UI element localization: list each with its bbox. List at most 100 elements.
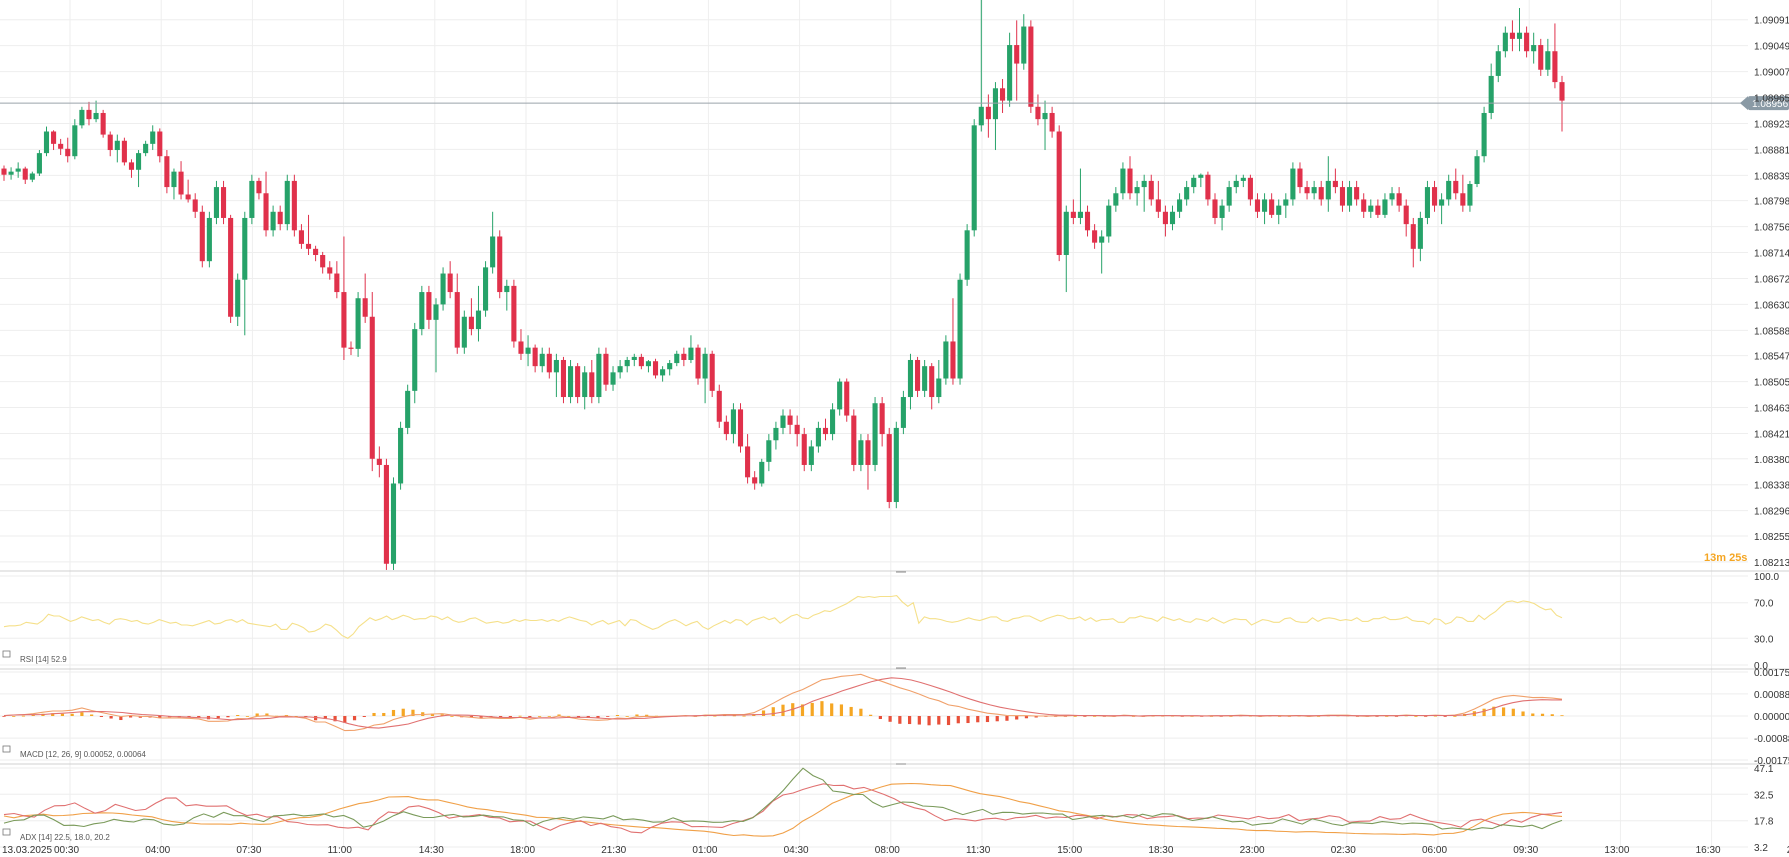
candle-body[interactable]: [922, 366, 928, 391]
candle-body[interactable]: [390, 483, 397, 564]
candle-body[interactable]: [341, 292, 347, 348]
candle-body[interactable]: [1120, 168, 1126, 194]
candle-body[interactable]: [192, 199, 198, 212]
candle-body[interactable]: [978, 106, 984, 126]
macd-pane[interactable]: [2, 673, 1564, 732]
candle-body[interactable]: [1339, 187, 1346, 206]
candle-body[interactable]: [1446, 180, 1452, 200]
candle-body[interactable]: [114, 140, 120, 151]
candle-body[interactable]: [525, 347, 531, 354]
candle-body[interactable]: [355, 298, 361, 349]
candle-body[interactable]: [454, 292, 460, 348]
candle-body[interactable]: [220, 187, 227, 218]
candle-body[interactable]: [992, 88, 999, 120]
candle-body[interactable]: [1361, 199, 1367, 212]
candle-body[interactable]: [695, 347, 701, 379]
candle-body[interactable]: [284, 180, 290, 225]
candle-body[interactable]: [1177, 199, 1183, 212]
candle-body[interactable]: [1247, 177, 1253, 200]
candle-body[interactable]: [808, 446, 814, 465]
candle-body[interactable]: [1502, 32, 1508, 52]
candle-body[interactable]: [1389, 193, 1395, 200]
candle-body[interactable]: [985, 106, 991, 120]
candle-body[interactable]: [270, 211, 276, 231]
candle-body[interactable]: [929, 366, 935, 398]
candle-body[interactable]: [745, 446, 751, 478]
candle-body[interactable]: [107, 134, 113, 151]
candle-body[interactable]: [298, 230, 304, 244]
candle-body[interactable]: [143, 143, 149, 154]
candle-body[interactable]: [1070, 211, 1076, 218]
candle-body[interactable]: [546, 353, 552, 373]
candle-body[interactable]: [766, 440, 772, 462]
candle-body[interactable]: [58, 143, 64, 149]
candle-body[interactable]: [291, 180, 297, 231]
candle-body[interactable]: [213, 187, 220, 218]
candle-body[interactable]: [1297, 168, 1303, 188]
candle-body[interactable]: [1325, 180, 1331, 200]
candle-body[interactable]: [971, 125, 977, 231]
candle-body[interactable]: [1056, 131, 1062, 256]
candle-body[interactable]: [199, 211, 205, 262]
candle-body[interactable]: [256, 180, 262, 194]
candle-body[interactable]: [1099, 236, 1105, 243]
candle-body[interactable]: [1077, 211, 1083, 218]
candle-body[interactable]: [886, 434, 892, 503]
pane-settings-icon[interactable]: [2, 650, 11, 658]
candle-body[interactable]: [277, 211, 283, 225]
candle-body[interactable]: [610, 372, 616, 385]
candle-body[interactable]: [43, 131, 50, 154]
candle-body[interactable]: [419, 292, 425, 330]
candle-body[interactable]: [1538, 45, 1544, 70]
candle-body[interactable]: [1304, 187, 1310, 194]
candle-body[interactable]: [490, 236, 496, 268]
candle-body[interactable]: [1368, 205, 1374, 212]
candle-body[interactable]: [589, 372, 595, 398]
candle-body[interactable]: [1276, 205, 1282, 215]
candle-body[interactable]: [263, 193, 269, 231]
candle-body[interactable]: [822, 427, 829, 435]
candle-body[interactable]: [65, 148, 71, 157]
candle-body[interactable]: [128, 162, 135, 170]
candle-body[interactable]: [468, 316, 474, 330]
candle-body[interactable]: [780, 415, 786, 428]
candle-body[interactable]: [624, 359, 630, 367]
candle-body[interactable]: [511, 285, 517, 342]
candle-body[interactable]: [936, 378, 942, 398]
candle-body[interactable]: [136, 153, 142, 170]
candle-body[interactable]: [51, 131, 57, 144]
candle-body[interactable]: [121, 140, 127, 163]
candle-body[interactable]: [567, 366, 574, 398]
candle-body[interactable]: [1516, 32, 1523, 39]
candle-body[interactable]: [1042, 112, 1048, 120]
candle-body[interactable]: [150, 131, 156, 144]
candle-body[interactable]: [15, 168, 21, 172]
candle-body[interactable]: [1396, 193, 1402, 206]
candle-body[interactable]: [433, 304, 439, 320]
candle-body[interactable]: [631, 356, 637, 360]
candle-body[interactable]: [1219, 205, 1225, 218]
candle-body[interactable]: [405, 390, 411, 428]
candle-body[interactable]: [1, 168, 7, 175]
candle-body[interactable]: [688, 347, 694, 360]
candle-body[interactable]: [1240, 177, 1246, 181]
candle-body[interactable]: [1488, 75, 1494, 113]
candle-body[interactable]: [1531, 45, 1537, 52]
candle-body[interactable]: [29, 173, 35, 180]
candle-body[interactable]: [1254, 199, 1261, 212]
candle-body[interactable]: [1007, 45, 1013, 101]
candle-body[interactable]: [100, 112, 106, 135]
candle-body[interactable]: [79, 109, 85, 126]
candle-body[interactable]: [242, 217, 248, 280]
candle-body[interactable]: [1417, 217, 1423, 249]
candle-body[interactable]: [737, 409, 744, 447]
candle-body[interactable]: [681, 353, 687, 360]
candle-body[interactable]: [638, 356, 644, 367]
candle-body[interactable]: [851, 415, 857, 465]
candle-body[interactable]: [1474, 156, 1480, 184]
candle-body[interactable]: [1028, 26, 1034, 107]
price-pane[interactable]: 1.08956: [0, 0, 1789, 570]
candle-body[interactable]: [1467, 183, 1473, 206]
candle-body[interactable]: [1226, 187, 1232, 206]
